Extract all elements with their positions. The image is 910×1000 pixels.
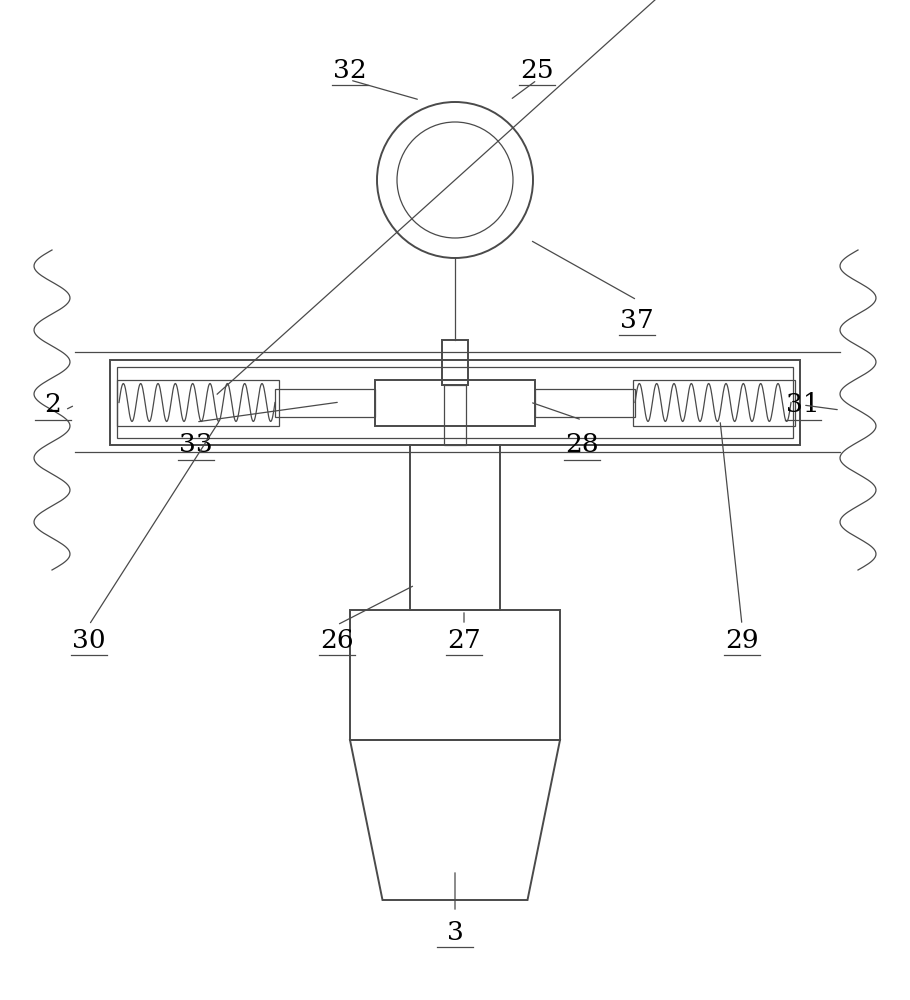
Text: 29: 29 <box>725 628 758 652</box>
Bar <box>375 379 535 426</box>
Text: 28: 28 <box>566 432 599 458</box>
Bar <box>117 367 793 438</box>
Text: 3: 3 <box>447 920 463 944</box>
Bar <box>350 610 560 740</box>
Text: 2: 2 <box>45 392 61 418</box>
Text: 37: 37 <box>620 308 654 332</box>
Bar <box>633 379 795 426</box>
Text: 33: 33 <box>178 432 213 458</box>
Text: 26: 26 <box>320 628 353 652</box>
Text: 31: 31 <box>786 392 819 418</box>
Text: 30: 30 <box>73 628 106 652</box>
Bar <box>410 445 500 610</box>
Bar <box>110 360 800 445</box>
Text: 25: 25 <box>521 57 553 83</box>
Text: 27: 27 <box>447 628 481 652</box>
Bar <box>535 388 635 416</box>
Bar <box>275 388 375 416</box>
Bar <box>442 340 468 385</box>
Bar <box>444 385 466 445</box>
Bar <box>117 379 279 426</box>
Text: 32: 32 <box>333 57 368 83</box>
